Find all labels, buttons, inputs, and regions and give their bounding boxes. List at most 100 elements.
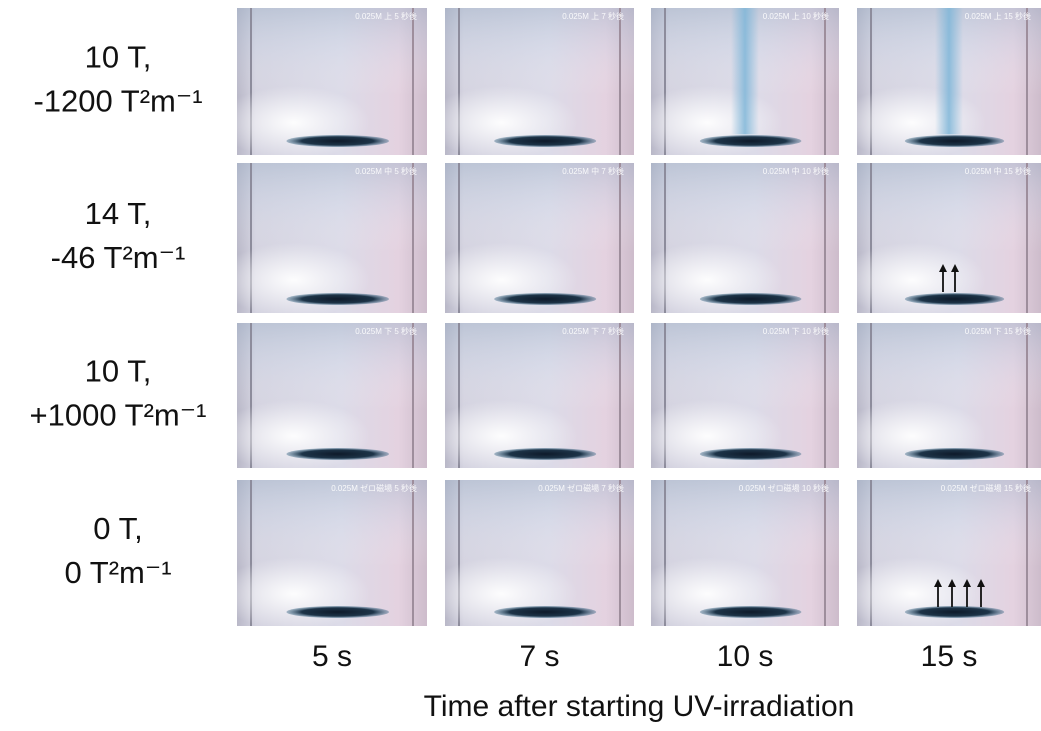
photo-top: [237, 8, 427, 97]
photo-top: [445, 163, 634, 253]
photo: 0.025M 上 15 秒後: [838, 8, 1041, 160]
photo: 0.025M 上 10 秒後: [632, 8, 839, 160]
photo-top: [445, 8, 634, 97]
disk: [494, 606, 597, 618]
row-label: 0 T²m⁻¹: [64, 555, 171, 590]
photo: 0.025M 下 15 秒後: [838, 323, 1041, 473]
photo: 0.025M 中 7 秒後: [426, 163, 634, 318]
disk: [286, 135, 390, 147]
row-label: -1200 T²m⁻¹: [33, 84, 202, 119]
glow: [838, 85, 986, 160]
plume: [731, 8, 759, 135]
photo-top: [237, 163, 427, 253]
column-label: 10 s: [717, 640, 774, 673]
photo-top: [445, 480, 634, 568]
stamp: 0.025M ゼロ磁場 10 秒後: [739, 483, 829, 493]
disk: [699, 606, 802, 618]
axis-title: Time after starting UV-irradiation: [424, 690, 855, 723]
disk: [699, 448, 802, 460]
disk: [904, 293, 1005, 305]
photo-top: [857, 163, 1041, 253]
photo: 0.025M ゼロ磁場 10 秒後: [632, 480, 839, 631]
disk: [699, 293, 802, 305]
photo-top: [857, 480, 1041, 568]
stamp: 0.025M 上 10 秒後: [763, 11, 829, 21]
row-label: 14 T,: [85, 196, 152, 231]
row-label: -46 T²m⁻¹: [51, 240, 186, 275]
glow: [838, 242, 986, 318]
glow: [218, 85, 370, 160]
photo-top: [651, 480, 839, 568]
photo: 0.025M 中 10 秒後: [632, 163, 839, 318]
glow: [426, 399, 578, 473]
plume: [935, 8, 963, 135]
photo-top: [651, 163, 839, 253]
photo: 0.025M ゼロ磁場 7 秒後: [426, 480, 634, 631]
photo-top: [857, 323, 1041, 410]
arrow-head: [939, 264, 947, 272]
glow: [218, 557, 370, 631]
disk: [286, 448, 390, 460]
arrow-head: [963, 579, 971, 587]
stamp: 0.025M 中 5 秒後: [355, 166, 417, 176]
stamp: 0.025M 下 7 秒後: [562, 326, 624, 336]
column-label: 15 s: [921, 640, 978, 673]
photo: 0.025M 中 5 秒後: [218, 163, 427, 318]
glow: [218, 399, 370, 473]
glow: [632, 242, 783, 318]
photo: 0.025M ゼロ磁場 15 秒後: [838, 480, 1041, 631]
row-label: 10 T,: [85, 40, 152, 75]
photo: 0.025M 中 15 秒後: [838, 163, 1041, 318]
disk: [494, 293, 597, 305]
disk: [494, 448, 597, 460]
stamp: 0.025M 中 10 秒後: [763, 166, 829, 176]
disk: [904, 135, 1005, 147]
glow: [838, 557, 986, 631]
glow: [632, 399, 783, 473]
stamp: 0.025M 上 7 秒後: [562, 11, 624, 21]
photo: 0.025M ゼロ磁場 5 秒後: [218, 480, 427, 631]
photo-top: [237, 480, 427, 568]
disk: [286, 293, 390, 305]
arrow-head: [934, 579, 942, 587]
stamp: 0.025M 下 15 秒後: [965, 326, 1031, 336]
disk: [286, 606, 390, 618]
stamp: 0.025M 下 10 秒後: [763, 326, 829, 336]
photo: 0.025M 上 5 秒後: [218, 8, 427, 160]
stamp: 0.025M 上 15 秒後: [965, 11, 1031, 21]
arrow-head: [948, 579, 956, 587]
stamp: 0.025M ゼロ磁場 15 秒後: [941, 483, 1031, 493]
arrow-head: [977, 579, 985, 587]
photo: 0.025M 下 7 秒後: [426, 323, 634, 473]
stamp: 0.025M 中 7 秒後: [562, 166, 624, 176]
glow: [218, 242, 370, 318]
stamp: 0.025M ゼロ磁場 7 秒後: [538, 483, 624, 493]
row-label: 10 T,: [85, 354, 152, 389]
stamp: 0.025M ゼロ磁場 5 秒後: [331, 483, 417, 493]
glow: [632, 557, 783, 631]
glow: [426, 85, 578, 160]
stamp: 0.025M 上 5 秒後: [355, 11, 417, 21]
photo: 0.025M 上 7 秒後: [426, 8, 634, 160]
disk: [699, 135, 802, 147]
photo: 0.025M 下 5 秒後: [218, 323, 427, 473]
photo-top: [445, 323, 634, 410]
stamp: 0.025M 中 15 秒後: [965, 166, 1031, 176]
row-label: 0 T,: [93, 511, 142, 546]
column-label: 7 s: [519, 640, 559, 673]
glow: [426, 242, 578, 318]
row-label: +1000 T²m⁻¹: [30, 398, 207, 433]
glow: [426, 557, 578, 631]
glow: [632, 85, 783, 160]
column-label: 5 s: [312, 640, 352, 673]
disk: [904, 606, 1005, 618]
photo-top: [237, 323, 427, 410]
photo: 0.025M 下 10 秒後: [632, 323, 839, 473]
disk: [904, 448, 1005, 460]
disk: [494, 135, 597, 147]
stamp: 0.025M 下 5 秒後: [355, 326, 417, 336]
glow: [838, 399, 986, 473]
arrow-head: [951, 264, 959, 272]
photo-top: [651, 323, 839, 410]
